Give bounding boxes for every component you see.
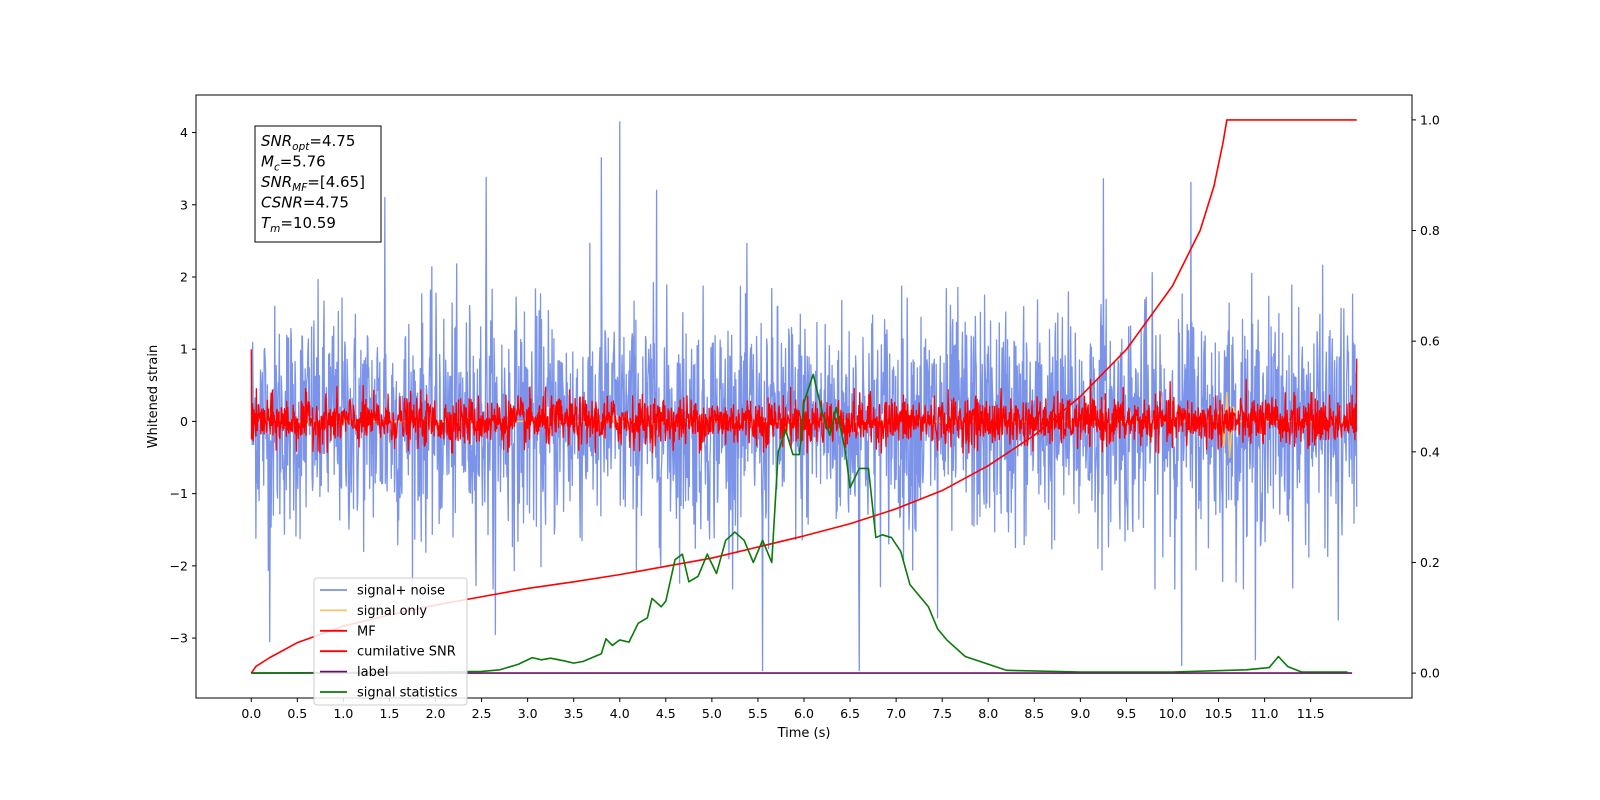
x-tick-label: 1.0 <box>333 706 353 721</box>
annotation-subscript: c <box>274 162 280 174</box>
annotation-value: =4.75 <box>303 194 349 212</box>
x-tick-label: 0.5 <box>287 706 307 721</box>
annotation-line: Mc=5.76 <box>261 153 326 174</box>
x-tick-label: 8.0 <box>978 706 998 721</box>
y-tick-label: −3 <box>170 631 188 646</box>
legend-label: cumilative SNR <box>357 645 456 660</box>
y2-tick-label: 0.2 <box>1420 555 1440 570</box>
x-tick-label: 3.0 <box>518 706 538 721</box>
annotation-value: =4.75 <box>309 132 355 150</box>
annotation-line: CSNR=4.75 <box>261 194 349 212</box>
x-tick-label: 1.5 <box>380 706 400 721</box>
annotation-line: SNRMF=[4.65] <box>261 173 365 194</box>
y2-axis-ticks: 0.0 0.2 0.4 0.6 0.8 1.0 <box>1412 112 1440 681</box>
x-tick-label: 4.5 <box>656 706 676 721</box>
legend-label: signal only <box>357 604 427 619</box>
x-tick-label: 11.0 <box>1251 706 1279 721</box>
x-tick-label: 5.0 <box>702 706 722 721</box>
x-tick-label: 2.5 <box>472 706 492 721</box>
annotation-value: =[4.65] <box>307 173 365 191</box>
annotation-line: SNRopt=4.75 <box>261 132 355 153</box>
annotation-value: =10.59 <box>280 214 336 232</box>
x-axis-ticks: 0.0 0.5 1.0 1.5 2.0 2.5 3.0 3.5 4.0 4.5 5.0 5.5 6.0 6… <box>241 698 1325 721</box>
y-axis-ticks: −3 −2 −1 0 1 2 3 4 <box>170 125 196 646</box>
y2-tick-label: 0.8 <box>1420 223 1440 238</box>
annotation-symbol: CSNR <box>261 194 303 212</box>
y-tick-label: 0 <box>180 414 188 429</box>
x-tick-label: 5.5 <box>748 706 768 721</box>
y2-tick-label: 0.4 <box>1420 444 1440 459</box>
annotation-symbol: SNR <box>261 132 292 150</box>
series-line-5 <box>251 373 1348 674</box>
annotation-subscript: m <box>270 223 280 235</box>
x-axis-label: Time (s) <box>777 726 831 741</box>
legend-label: signal+ noise <box>357 584 445 599</box>
y-tick-label: −1 <box>170 486 188 501</box>
x-tick-label: 9.5 <box>1116 706 1136 721</box>
x-tick-label: 10.0 <box>1159 706 1187 721</box>
x-tick-label: 3.5 <box>564 706 584 721</box>
series-line-2 <box>250 349 1358 454</box>
legend-frame <box>313 577 468 706</box>
annotation-symbol: M <box>261 153 274 171</box>
x-tick-label: 7.5 <box>932 706 952 721</box>
x-tick-label: 0.0 <box>241 706 261 721</box>
annotation-frame <box>254 125 382 243</box>
annotation-subscript: opt <box>292 141 310 153</box>
annotation-line: Tm=10.59 <box>261 214 336 235</box>
y-tick-label: 4 <box>180 125 188 140</box>
x-tick-label: 8.5 <box>1024 706 1044 721</box>
y2-tick-label: 0.6 <box>1420 334 1440 349</box>
y-tick-label: 3 <box>180 197 188 212</box>
x-tick-label: 7.0 <box>886 706 906 721</box>
y2-tick-label: 1.0 <box>1420 112 1440 127</box>
annotation-box: SNRopt=4.75Mc=5.76SNRMF=[4.65]CSNR=4.75T… <box>254 125 382 243</box>
y-tick-label: −2 <box>170 558 188 573</box>
legend-label: MF <box>357 624 376 639</box>
y-axis-label: Whitened strain <box>146 345 161 448</box>
annotation-value: =5.76 <box>280 153 326 171</box>
legend-label: signal statistics <box>357 686 458 701</box>
x-tick-label: 6.5 <box>840 706 860 721</box>
x-tick-label: 9.0 <box>1070 706 1090 721</box>
y2-tick-label: 0.0 <box>1420 666 1440 681</box>
annotation-symbol: SNR <box>261 173 292 191</box>
legend-label: label <box>357 665 388 680</box>
annotation-subscript: MF <box>292 182 308 194</box>
x-tick-label: 4.0 <box>610 706 630 721</box>
x-tick-label: 10.5 <box>1205 706 1233 721</box>
legend: signal+ noise signal only MF cumilative SNR… <box>313 577 468 706</box>
y-tick-label: 1 <box>180 342 188 357</box>
x-tick-label: 11.5 <box>1297 706 1325 721</box>
x-tick-label: 6.0 <box>794 706 814 721</box>
x-tick-label: 2.0 <box>426 706 446 721</box>
annotation-symbol: T <box>261 214 272 232</box>
y-tick-label: 2 <box>180 269 188 284</box>
